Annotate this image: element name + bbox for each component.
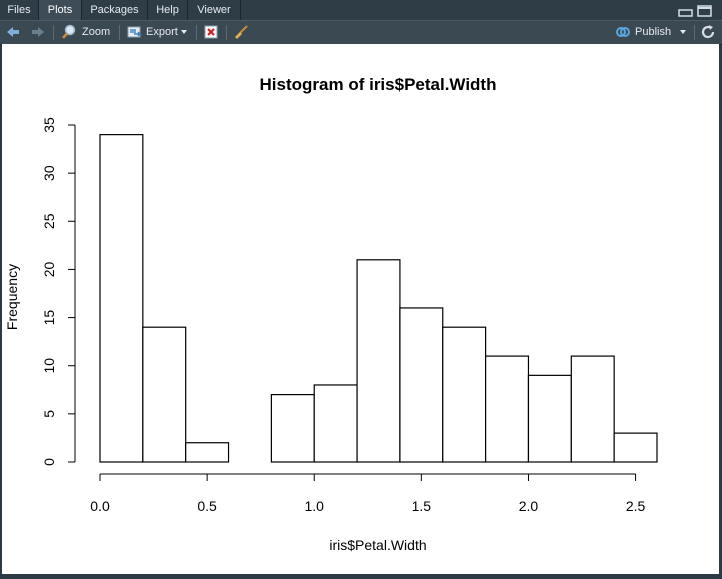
x-tick-label: 1.5 xyxy=(412,498,432,514)
histogram-chart: Histogram of iris$Petal.Width iris$Petal… xyxy=(4,75,658,553)
forward-arrow-icon[interactable] xyxy=(30,24,46,40)
minimize-icon[interactable] xyxy=(678,9,693,17)
x-tick-label: 2.0 xyxy=(519,498,539,514)
histogram-bars xyxy=(99,134,658,463)
toolbar-separator xyxy=(196,25,197,40)
y-tick-label: 15 xyxy=(41,310,57,326)
histogram-bar xyxy=(613,432,658,463)
histogram-bar xyxy=(313,384,358,463)
publish-icon[interactable] xyxy=(615,24,631,40)
y-tick-label: 5 xyxy=(41,410,57,418)
histogram-bar xyxy=(570,355,615,463)
toolbar-separator xyxy=(694,25,695,40)
y-axis-label: Frequency xyxy=(4,264,20,330)
chart-title: Histogram of iris$Petal.Width xyxy=(260,75,497,94)
zoom-button[interactable]: Zoom xyxy=(82,26,111,38)
back-arrow-icon[interactable] xyxy=(5,24,21,40)
histogram-bar xyxy=(356,259,401,463)
y-tick-label: 20 xyxy=(41,261,57,277)
remove-plot-icon[interactable] xyxy=(203,24,219,40)
chevron-down-icon xyxy=(181,30,187,34)
chevron-down-icon xyxy=(680,30,686,34)
histogram-bar xyxy=(485,355,530,463)
tab-viewer[interactable]: Viewer xyxy=(188,0,241,20)
tab-plots[interactable]: Plots xyxy=(39,0,82,20)
export-button[interactable]: Export xyxy=(146,26,178,38)
histogram-bar xyxy=(399,307,444,463)
y-tick-label: 30 xyxy=(41,165,57,181)
plot-viewer: Histogram of iris$Petal.Width iris$Petal… xyxy=(2,44,719,574)
histogram-bar xyxy=(527,374,572,463)
plots-toolbar: Zoom Export Publish xyxy=(0,20,722,45)
x-tick-label: 0.5 xyxy=(197,498,217,514)
maximize-icon[interactable] xyxy=(697,5,712,17)
x-tick-label: 2.5 xyxy=(626,498,646,514)
window-controls xyxy=(678,5,712,17)
toolbar-separator xyxy=(119,25,120,40)
broom-clear-icon[interactable] xyxy=(233,24,249,40)
x-tick-label: 0.0 xyxy=(90,498,110,514)
toolbar-separator xyxy=(53,25,54,40)
zoom-icon[interactable] xyxy=(61,24,77,40)
tab-files[interactable]: Files xyxy=(0,0,39,20)
pane-bottom-border xyxy=(0,574,722,578)
y-tick-label: 25 xyxy=(41,213,57,229)
y-tick-label: 35 xyxy=(41,117,57,133)
y-tick-label: 0 xyxy=(41,458,57,466)
x-tick-label: 1.0 xyxy=(304,498,324,514)
publish-button[interactable]: Publish xyxy=(635,26,672,38)
histogram-bar xyxy=(185,442,230,463)
x-axis: 0.0 0.5 1.0 1.5 2.0 2.5 xyxy=(90,473,646,514)
histogram-bar xyxy=(99,134,144,463)
y-tick-label: 10 xyxy=(41,358,57,374)
refresh-icon[interactable] xyxy=(700,24,716,40)
histogram-bar xyxy=(270,394,315,463)
histogram-bar xyxy=(442,326,487,463)
pane-tab-bar: Files Plots Packages Help Viewer xyxy=(0,0,722,20)
tab-packages[interactable]: Packages xyxy=(82,0,148,20)
y-axis: 0 5 10 15 20 25 30 35 xyxy=(41,117,76,466)
tab-help[interactable]: Help xyxy=(148,0,188,20)
histogram-bar xyxy=(142,326,187,463)
export-icon[interactable] xyxy=(126,24,142,40)
toolbar-separator xyxy=(226,25,227,40)
x-axis-label: iris$Petal.Width xyxy=(329,537,426,553)
